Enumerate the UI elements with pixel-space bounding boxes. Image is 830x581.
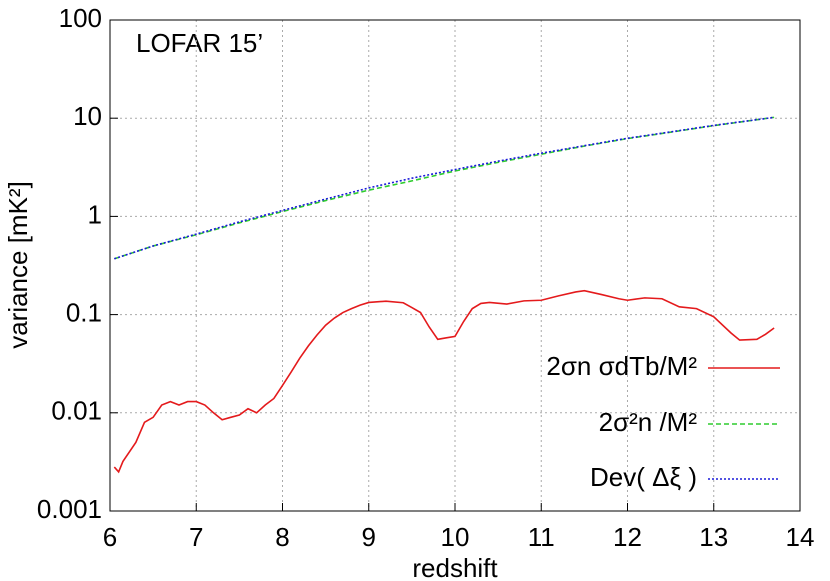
x-tick-label: 12 (613, 522, 642, 552)
series-line (113, 289, 775, 474)
x-tick-label: 14 (786, 522, 815, 552)
x-tick-label: 13 (699, 522, 728, 552)
x-tick-label: 6 (103, 522, 117, 552)
x-tick-label: 10 (441, 522, 470, 552)
y-axis-label: variance [mK²] (3, 181, 33, 349)
plot-frame (109, 19, 801, 512)
y-tick-label: 0.001 (37, 494, 102, 524)
y-tick-label: 0.01 (51, 396, 102, 426)
y-tick-label: 1 (88, 199, 102, 229)
y-tick-label: 0.1 (66, 297, 102, 327)
legend-label: 2σ²n /M² (599, 407, 698, 437)
series-line (114, 116, 775, 260)
series-line (114, 116, 775, 260)
x-axis-label: redshift (412, 553, 498, 581)
x-tick-label: 7 (189, 522, 203, 552)
legend-label: Dev( Δξ ) (590, 462, 697, 492)
legend-label: 2σn σdTb/M² (546, 351, 697, 381)
y-tick-label: 10 (73, 101, 102, 131)
annotation: LOFAR 15’ (136, 28, 263, 58)
x-tick-label: 8 (275, 522, 289, 552)
x-tick-label: 11 (528, 522, 555, 552)
y-tick-label: 100 (59, 3, 102, 33)
x-tick-label: 9 (362, 522, 376, 552)
